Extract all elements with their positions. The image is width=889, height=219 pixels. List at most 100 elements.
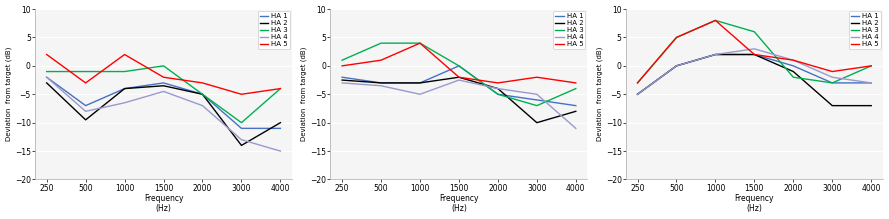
HA 1 <box>275 127 285 130</box>
Line: HA 4: HA 4 <box>47 77 280 151</box>
HA 1 <box>42 76 52 79</box>
HA 3 <box>414 42 425 44</box>
HA 4 <box>337 82 348 84</box>
HA 1 <box>571 104 581 107</box>
HA 5 <box>827 70 837 73</box>
HA 1 <box>197 93 208 95</box>
HA 4 <box>710 53 721 56</box>
HA 3 <box>376 42 387 44</box>
HA 2 <box>788 70 798 73</box>
X-axis label: Frequency
(Hz): Frequency (Hz) <box>439 194 478 214</box>
HA 4 <box>866 82 877 84</box>
HA 5 <box>710 19 721 22</box>
HA 1 <box>749 53 760 56</box>
HA 1 <box>493 93 503 95</box>
HA 2 <box>42 82 52 84</box>
HA 1 <box>453 65 464 67</box>
Line: HA 1: HA 1 <box>47 77 280 128</box>
HA 3 <box>42 70 52 73</box>
HA 2 <box>158 85 169 87</box>
Line: HA 3: HA 3 <box>47 66 280 123</box>
HA 5 <box>866 65 877 67</box>
HA 3 <box>119 70 130 73</box>
HA 5 <box>571 82 581 84</box>
HA 5 <box>788 59 798 62</box>
Line: HA 5: HA 5 <box>637 20 871 83</box>
HA 4 <box>236 138 247 141</box>
Y-axis label: Deviation  from target (dB): Deviation from target (dB) <box>301 47 308 141</box>
HA 1 <box>414 82 425 84</box>
Line: HA 4: HA 4 <box>637 49 871 94</box>
HA 3 <box>571 87 581 90</box>
HA 2 <box>337 79 348 81</box>
HA 3 <box>493 93 503 95</box>
HA 4 <box>376 85 387 87</box>
HA 3 <box>197 93 208 95</box>
HA 2 <box>532 121 542 124</box>
HA 1 <box>119 87 130 90</box>
HA 3 <box>788 76 798 79</box>
HA 2 <box>197 93 208 95</box>
HA 2 <box>632 93 643 95</box>
HA 4 <box>632 93 643 95</box>
X-axis label: Frequency
(Hz): Frequency (Hz) <box>734 194 774 214</box>
Line: HA 3: HA 3 <box>637 20 871 83</box>
HA 1 <box>158 82 169 84</box>
Line: HA 1: HA 1 <box>637 55 871 94</box>
HA 1 <box>827 82 837 84</box>
HA 2 <box>710 53 721 56</box>
HA 3 <box>710 19 721 22</box>
HA 4 <box>827 76 837 79</box>
Line: HA 5: HA 5 <box>47 55 280 94</box>
HA 1 <box>532 99 542 101</box>
HA 1 <box>671 65 682 67</box>
HA 2 <box>671 65 682 67</box>
HA 4 <box>453 79 464 81</box>
Line: HA 1: HA 1 <box>342 66 576 106</box>
HA 5 <box>493 82 503 84</box>
HA 5 <box>376 59 387 62</box>
HA 2 <box>827 104 837 107</box>
Legend: HA 1, HA 2, HA 3, HA 4, HA 5: HA 1, HA 2, HA 3, HA 4, HA 5 <box>849 11 881 49</box>
HA 3 <box>453 65 464 67</box>
HA 4 <box>158 90 169 93</box>
HA 4 <box>493 87 503 90</box>
HA 5 <box>453 76 464 79</box>
Line: HA 2: HA 2 <box>342 77 576 123</box>
Line: HA 3: HA 3 <box>342 43 576 106</box>
HA 4 <box>788 59 798 62</box>
X-axis label: Frequency
(Hz): Frequency (Hz) <box>144 194 183 214</box>
Legend: HA 1, HA 2, HA 3, HA 4, HA 5: HA 1, HA 2, HA 3, HA 4, HA 5 <box>258 11 290 49</box>
Legend: HA 1, HA 2, HA 3, HA 4, HA 5: HA 1, HA 2, HA 3, HA 4, HA 5 <box>553 11 586 49</box>
HA 5 <box>671 36 682 39</box>
HA 2 <box>493 87 503 90</box>
HA 1 <box>788 65 798 67</box>
HA 3 <box>749 30 760 33</box>
HA 5 <box>632 82 643 84</box>
HA 2 <box>80 118 91 121</box>
HA 5 <box>197 82 208 84</box>
HA 3 <box>532 104 542 107</box>
HA 3 <box>671 36 682 39</box>
HA 1 <box>376 82 387 84</box>
HA 4 <box>275 150 285 152</box>
Line: HA 2: HA 2 <box>47 83 280 145</box>
HA 5 <box>236 93 247 95</box>
HA 4 <box>119 101 130 104</box>
HA 4 <box>197 104 208 107</box>
HA 4 <box>749 48 760 50</box>
HA 1 <box>337 76 348 79</box>
HA 1 <box>236 127 247 130</box>
HA 2 <box>414 82 425 84</box>
HA 5 <box>158 76 169 79</box>
HA 4 <box>42 76 52 79</box>
HA 3 <box>236 121 247 124</box>
HA 5 <box>749 53 760 56</box>
HA 3 <box>158 65 169 67</box>
HA 2 <box>866 104 877 107</box>
Line: HA 5: HA 5 <box>342 43 576 83</box>
HA 5 <box>414 42 425 44</box>
HA 3 <box>80 70 91 73</box>
HA 4 <box>571 127 581 130</box>
HA 5 <box>337 65 348 67</box>
